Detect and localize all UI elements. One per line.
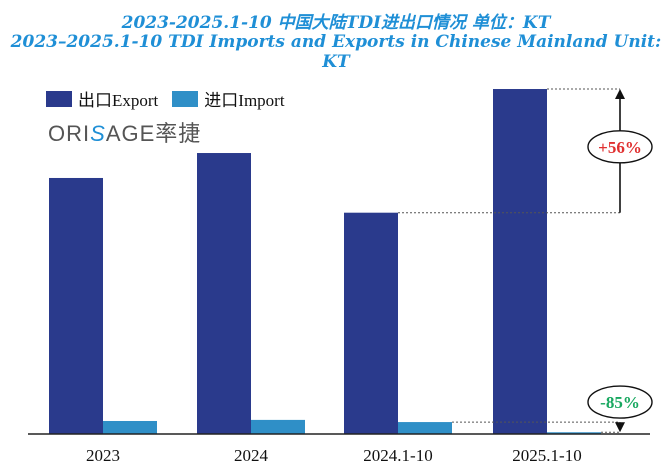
change-label-1: -85% [600, 393, 640, 412]
logo-text-cn: 率捷 [155, 121, 202, 146]
logo-text-pre: ORI [48, 121, 91, 146]
orisage-logo: ORISAGE率捷 [48, 116, 201, 148]
legend-swatch-import [172, 90, 199, 107]
logo-mark: S [90, 121, 106, 146]
bar-import-1 [251, 419, 305, 434]
bar-export-3 [493, 89, 547, 434]
change-arrowhead-1 [615, 422, 625, 433]
legend-item-export: 出口Export [46, 86, 158, 111]
bar-import-2 [398, 422, 452, 434]
x-tick-label-0: 2023 [86, 446, 120, 465]
bar-export-2 [344, 212, 398, 434]
bar-import-0 [103, 420, 157, 434]
logo-text-post: AGE [105, 121, 156, 146]
chart-title-en: 2023–2025.1-10 TDI Imports and Exports i… [10, 32, 662, 72]
chart-title-cn: 2023-2025.1-10 中国大陆TDI进出口情况 单位：KT [121, 13, 551, 33]
x-tick-label-3: 2025.1-10 [512, 446, 581, 465]
legend-item-import: 进口Import [172, 86, 285, 111]
x-tick-label-1: 2024 [234, 446, 269, 465]
legend-swatch-export [46, 90, 72, 107]
legend-label-import: 进口Import [204, 91, 285, 110]
legend-label-export: 出口Export [78, 91, 159, 110]
legend: 出口Export 进口Import [46, 86, 299, 111]
change-arrowhead-0 [615, 89, 625, 100]
x-tick-label-2: 2024.1-10 [363, 446, 432, 465]
bar-export-0 [49, 177, 103, 434]
change-badge-1 [587, 385, 653, 419]
bar-export-1 [197, 153, 251, 435]
change-label-0: +56% [598, 138, 642, 157]
bar-import-3 [547, 432, 601, 434]
change-badge-0 [587, 130, 653, 164]
